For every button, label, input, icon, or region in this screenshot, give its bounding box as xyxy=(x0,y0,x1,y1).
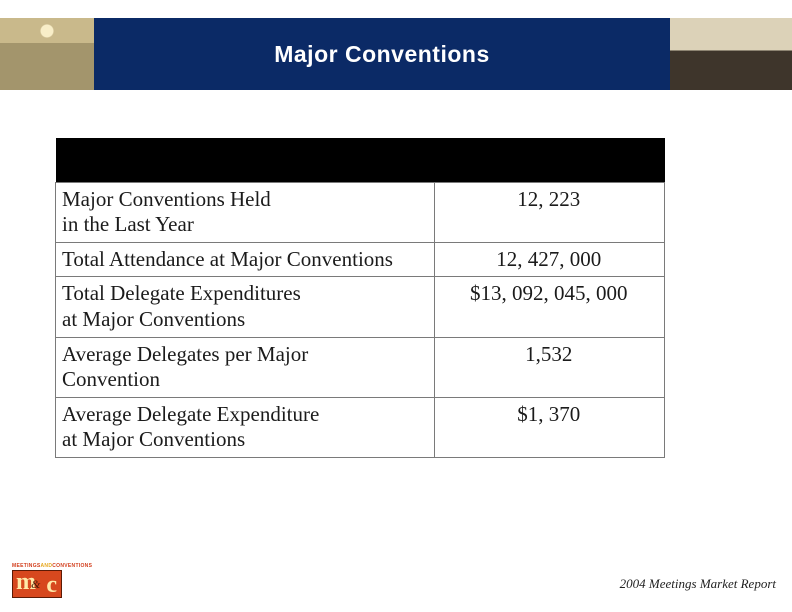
logo-letter-amp: & xyxy=(31,577,40,592)
table-cell-value: $13, 092, 045, 000 xyxy=(435,277,665,337)
table-cell-label: Total Attendance at Major Conventions xyxy=(56,242,435,277)
table-cell-label: Major Conventions Heldin the Last Year xyxy=(56,182,435,242)
table-header-blank-1 xyxy=(56,138,435,182)
logo-letter-c: c xyxy=(46,572,57,599)
header-title-bar: Major Conventions xyxy=(94,18,670,90)
table-row: Total Delegate Expendituresat Major Conv… xyxy=(56,277,665,337)
table-row: Total Attendance at Major Conventions12,… xyxy=(56,242,665,277)
header-photo-left xyxy=(0,18,94,90)
logo-tag-and: AND xyxy=(41,563,53,569)
logo-mark: m & c xyxy=(12,570,62,598)
conventions-table: Major Conventions Heldin the Last Year12… xyxy=(55,138,665,458)
logo-tag-conventions: CONVENTIONS xyxy=(52,563,92,569)
table-cell-label: Total Delegate Expendituresat Major Conv… xyxy=(56,277,435,337)
table-cell-label: Average Delegates per MajorConvention xyxy=(56,337,435,397)
table-row: Average Delegates per MajorConvention1,5… xyxy=(56,337,665,397)
table-cell-label: Average Delegate Expenditureat Major Con… xyxy=(56,397,435,457)
table-header-blank-2 xyxy=(435,138,665,182)
header-band: Major Conventions xyxy=(0,18,792,90)
header-photo-right xyxy=(670,18,792,90)
table-cell-value: 12, 223 xyxy=(435,182,665,242)
table-cell-value: 12, 427, 000 xyxy=(435,242,665,277)
table-header-row xyxy=(56,138,665,182)
table-row: Average Delegate Expenditureat Major Con… xyxy=(56,397,665,457)
table-cell-value: $1, 370 xyxy=(435,397,665,457)
table-cell-value: 1,532 xyxy=(435,337,665,397)
table-row: Major Conventions Heldin the Last Year12… xyxy=(56,182,665,242)
brand-logo: MEETINGSANDCONVENTIONS m & c xyxy=(12,563,66,598)
page-title: Major Conventions xyxy=(274,41,490,68)
footer-source: 2004 Meetings Market Report xyxy=(620,576,776,592)
